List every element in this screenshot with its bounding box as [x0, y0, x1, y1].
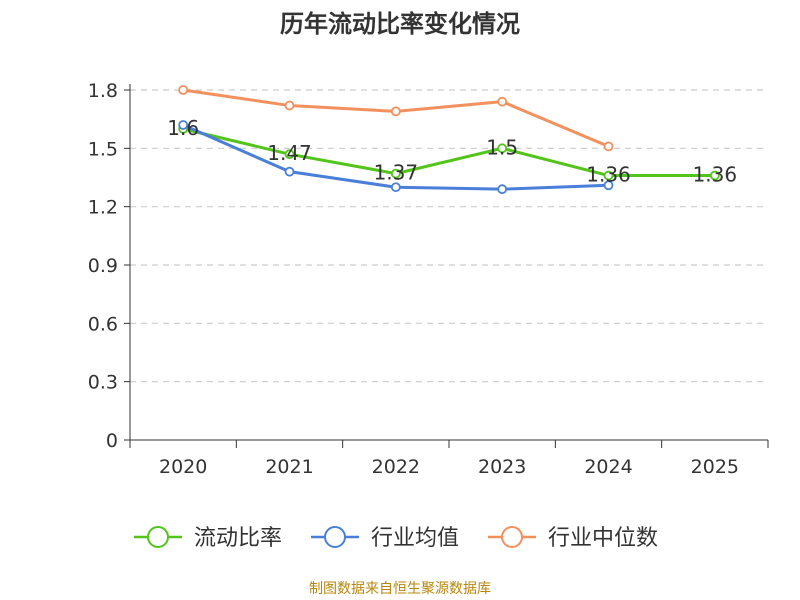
data-point[interactable] — [178, 120, 189, 130]
legend-item[interactable]: 流动比率 — [134, 526, 282, 551]
data-point[interactable] — [390, 182, 401, 193]
data-point[interactable] — [603, 170, 614, 181]
series-lines — [178, 85, 720, 195]
series-line — [182, 88, 610, 148]
data-point[interactable] — [284, 166, 295, 177]
legend-item[interactable]: 行业中位数 — [488, 526, 658, 551]
series-line — [182, 127, 715, 178]
legend-item[interactable]: 行业均值 — [311, 526, 459, 551]
grid-lines — [130, 89, 768, 383]
data-source-note: 制图数据来自恒生聚源数据库 — [309, 581, 491, 597]
chart-title: 历年流动比率变化情况 — [280, 10, 520, 38]
data-point[interactable] — [284, 100, 295, 111]
data-point[interactable] — [497, 96, 508, 107]
data-point[interactable] — [178, 85, 189, 95]
data-point[interactable] — [497, 184, 508, 195]
x-tick-label: 2021 — [265, 456, 313, 478]
y-tick-label: 1.2 — [88, 197, 118, 219]
y-tick-label: 0.9 — [88, 255, 118, 277]
data-point[interactable] — [709, 170, 720, 181]
data-point[interactable] — [390, 168, 401, 179]
y-tick-label: 0 — [106, 430, 118, 452]
data-labels: 1.6 1.47 1.37 1.5 1.36 1.36 — [167, 116, 737, 187]
x-tick-label: 2025 — [691, 456, 739, 478]
legend-label: 行业中位数 — [548, 526, 658, 551]
x-tick-label: 2022 — [372, 456, 420, 478]
series-2 — [178, 120, 614, 195]
data-point[interactable] — [603, 141, 614, 152]
data-label: 1.36 — [586, 163, 631, 187]
data-point[interactable] — [603, 180, 614, 191]
data-point[interactable] — [497, 143, 508, 154]
data-label: 1.6 — [167, 116, 199, 140]
data-label: 1.37 — [374, 161, 419, 185]
y-tick-label: 1.8 — [88, 80, 118, 102]
x-tick-label: 2020 — [159, 456, 207, 478]
y-tick-label: 0.6 — [88, 313, 118, 335]
data-point[interactable] — [390, 106, 401, 117]
legend-marker — [324, 526, 346, 548]
series-3 — [178, 85, 614, 152]
axes: 0 0.3 0.6 0.9 1.2 1.5 1.8 2020 2021 2022 2023 2024 2… — [88, 80, 769, 478]
legend-label: 行业均值 — [371, 526, 459, 551]
y-tick-label: 0.3 — [88, 372, 118, 394]
data-label: 1.36 — [693, 163, 738, 187]
y-tick-label: 1.5 — [88, 138, 118, 160]
legend-label: 流动比率 — [194, 526, 282, 551]
series-1 — [178, 123, 720, 181]
x-tick-label: 2024 — [584, 456, 632, 478]
legend-marker — [501, 526, 523, 548]
x-tick-label: 2023 — [478, 456, 526, 478]
legend: 流动比率 行业均值 行业中位数 — [134, 526, 658, 551]
data-label: 1.47 — [267, 141, 312, 165]
data-label: 1.5 — [486, 135, 518, 159]
legend-marker — [147, 526, 169, 548]
data-point[interactable] — [284, 149, 295, 160]
